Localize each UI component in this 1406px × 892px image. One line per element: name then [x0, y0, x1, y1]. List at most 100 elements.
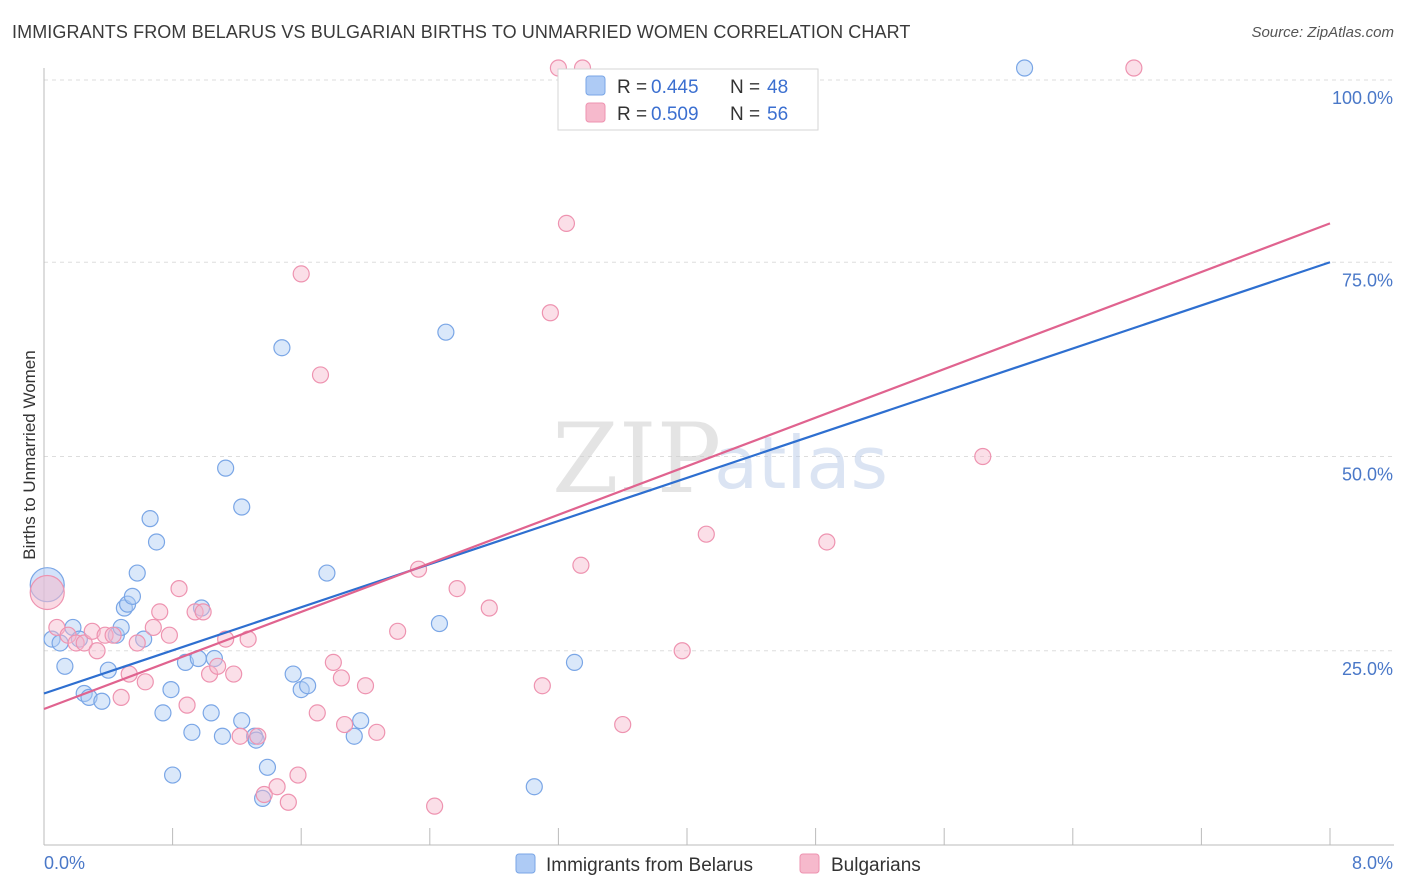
belarus-point	[176, 653, 195, 672]
bulgarian-point	[311, 366, 330, 384]
belarus-point	[128, 564, 146, 582]
belarus-point	[213, 727, 232, 745]
bulgarian-point	[292, 265, 310, 283]
belarus-trend-line	[43, 261, 1331, 695]
bottom-legend-label-bulgarians: Bulgarians	[831, 855, 921, 876]
belarus-point	[183, 723, 201, 741]
bulgarian-point	[289, 766, 307, 784]
bottom-legend-label-belarus: Immigrants from Belarus	[546, 855, 753, 876]
belarus-point	[318, 564, 336, 582]
belarus-point	[141, 510, 159, 528]
watermark: ZIP atlas	[552, 403, 888, 515]
y-tick-label: 50.0%	[1342, 465, 1393, 485]
belarus-point	[565, 653, 584, 672]
bulgarian-point	[673, 642, 691, 660]
trend-lines	[43, 222, 1331, 711]
bulgarian-point	[308, 704, 326, 722]
legend-n-value-pink: 56	[767, 104, 788, 125]
bulgarian-point	[368, 723, 386, 741]
bulgarian-point	[75, 634, 93, 652]
belarus-point	[273, 339, 291, 357]
bulgarian-point	[225, 665, 243, 683]
belarus-point	[437, 323, 455, 341]
legend-r-value-pink: 0.509	[651, 104, 699, 125]
legend-n-label-blue: N =	[730, 77, 760, 98]
bulgarian-point	[541, 304, 559, 322]
belarus-point	[352, 712, 370, 730]
series-legend: Immigrants from Belarus Bulgarians	[515, 853, 921, 876]
bulgarian-point	[324, 653, 342, 672]
bulgarian-point	[336, 715, 354, 734]
data-points	[29, 59, 1143, 815]
bulgarian-point	[128, 634, 146, 652]
bottom-legend-swatch-belarus	[515, 853, 536, 874]
x-tick-label-max: 8.0%	[1352, 853, 1393, 873]
belarus-point	[345, 727, 363, 745]
y-tick-label: 25.0%	[1342, 659, 1393, 679]
belarus-point	[164, 766, 182, 784]
bulgarian-point	[88, 642, 106, 660]
legend-n-value-blue: 48	[767, 77, 788, 98]
bulgarian-point	[249, 727, 267, 745]
legend-r-label-blue: R =	[617, 77, 647, 98]
bulgarian-point	[231, 727, 249, 745]
bulgarian-point	[279, 793, 297, 811]
belarus-point	[147, 533, 166, 551]
x-tick-label-min: 0.0%	[44, 853, 85, 873]
chart-title: IMMIGRANTS FROM BELARUS VS BULGARIAN BIR…	[12, 22, 911, 42]
belarus-point	[162, 680, 180, 699]
watermark-zip: ZIP	[552, 403, 721, 515]
belarus-point	[217, 459, 235, 477]
bulgarian-point	[268, 778, 286, 796]
bulgarian-point	[533, 677, 551, 695]
bulgarian-point	[29, 574, 65, 611]
belarus-point	[430, 614, 449, 633]
x-ticks	[43, 828, 1331, 845]
bulgarian-point	[144, 618, 162, 637]
bottom-legend-swatch-bulgarians	[799, 853, 820, 874]
bulgarian-point	[209, 657, 227, 675]
correlation-legend: R = 0.445 N = 48 R = 0.509 N = 56	[557, 68, 819, 131]
y-axis-label: Births to Unmarried Women	[20, 350, 39, 559]
y-tick-labels: 25.0% 50.0% 75.0% 100.0%	[1332, 88, 1393, 679]
y-tick-label: 75.0%	[1342, 270, 1393, 290]
watermark-atlas: atlas	[714, 421, 888, 505]
bulgarian-trend-line	[43, 222, 1331, 711]
y-tick-label: 100.0%	[1332, 88, 1393, 108]
belarus-point	[202, 704, 220, 722]
belarus-point	[233, 498, 251, 516]
axes	[43, 68, 1394, 846]
belarus-point	[123, 587, 142, 605]
legend-r-value-blue: 0.445	[651, 77, 699, 98]
bulgarian-point	[170, 579, 188, 598]
belarus-point	[258, 758, 277, 776]
bulgarian-point	[194, 603, 212, 621]
source-label: Source: ZipAtlas.com	[1251, 24, 1394, 41]
bulgarian-point	[448, 579, 466, 598]
bulgarian-point	[332, 669, 350, 687]
belarus-point	[233, 712, 251, 730]
bulgarian-point	[83, 622, 101, 640]
bulgarian-point	[697, 525, 715, 543]
bulgarian-point	[356, 677, 375, 695]
belarus-point	[56, 657, 74, 675]
bulgarian-point	[112, 688, 130, 706]
bulgarian-point	[151, 603, 169, 621]
belarus-point	[93, 692, 111, 710]
bulgarian-point	[160, 626, 178, 644]
grid-lines	[44, 79, 1394, 652]
bulgarian-point	[614, 715, 632, 734]
legend-r-label-pink: R =	[617, 104, 647, 125]
belarus-point	[299, 677, 317, 695]
bulgarian-point	[136, 673, 154, 691]
bulgarian-point	[178, 696, 196, 714]
bulgarian-point	[389, 622, 407, 640]
bulgarian-point	[480, 599, 498, 617]
belarus-point	[154, 704, 172, 722]
belarus-point	[1015, 59, 1034, 77]
legend-n-label-pink: N =	[730, 104, 760, 125]
bulgarian-point	[1125, 59, 1143, 77]
bulgarian-point	[818, 533, 836, 551]
bulgarian-point	[557, 214, 576, 232]
